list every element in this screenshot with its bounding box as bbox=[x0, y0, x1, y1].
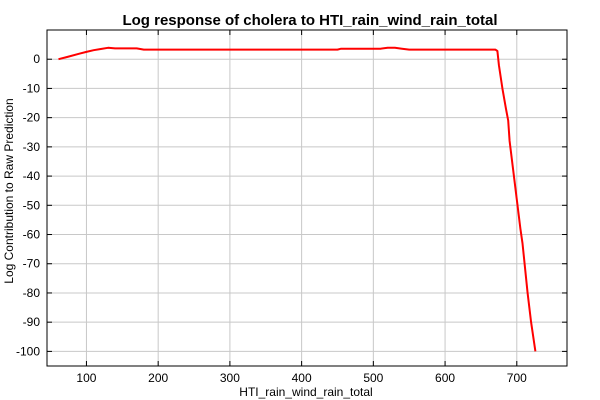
axis-ticks: 100 200 300 400 500 600 700 0 -10 -20 -30 -40 -50 -60… bbox=[16, 30, 567, 385]
y-tick-label: -90 bbox=[23, 315, 41, 329]
y-tick-label: -50 bbox=[23, 198, 41, 212]
y-axis-label: Log Contribution to Raw Prediction bbox=[2, 98, 16, 283]
y-tick-label: -40 bbox=[23, 169, 41, 183]
x-tick-label: 100 bbox=[76, 371, 96, 385]
x-tick-label: 700 bbox=[507, 371, 527, 385]
y-tick-label: -100 bbox=[16, 344, 40, 358]
y-tick-label: -20 bbox=[23, 111, 41, 125]
y-tick-label: -80 bbox=[23, 286, 41, 300]
x-axis-label: HTI_rain_wind_rain_total bbox=[239, 385, 372, 399]
chart-title: Log response of cholera to HTI_rain_wind… bbox=[122, 12, 497, 29]
x-tick-label: 200 bbox=[148, 371, 168, 385]
y-tick-label: -10 bbox=[23, 81, 41, 95]
grid-lines bbox=[47, 30, 567, 366]
y-tick-label: 0 bbox=[33, 52, 40, 66]
plot-frame bbox=[46, 29, 568, 367]
y-tick-label: -30 bbox=[23, 140, 41, 154]
x-tick-label: 500 bbox=[363, 371, 383, 385]
series-line bbox=[58, 46, 537, 352]
y-tick-label: -60 bbox=[23, 228, 41, 242]
y-tick-label: -70 bbox=[23, 257, 41, 271]
x-tick-label: 400 bbox=[292, 371, 312, 385]
series-layer bbox=[58, 46, 537, 352]
x-tick-label: 300 bbox=[220, 371, 240, 385]
x-tick-label: 600 bbox=[435, 371, 455, 385]
